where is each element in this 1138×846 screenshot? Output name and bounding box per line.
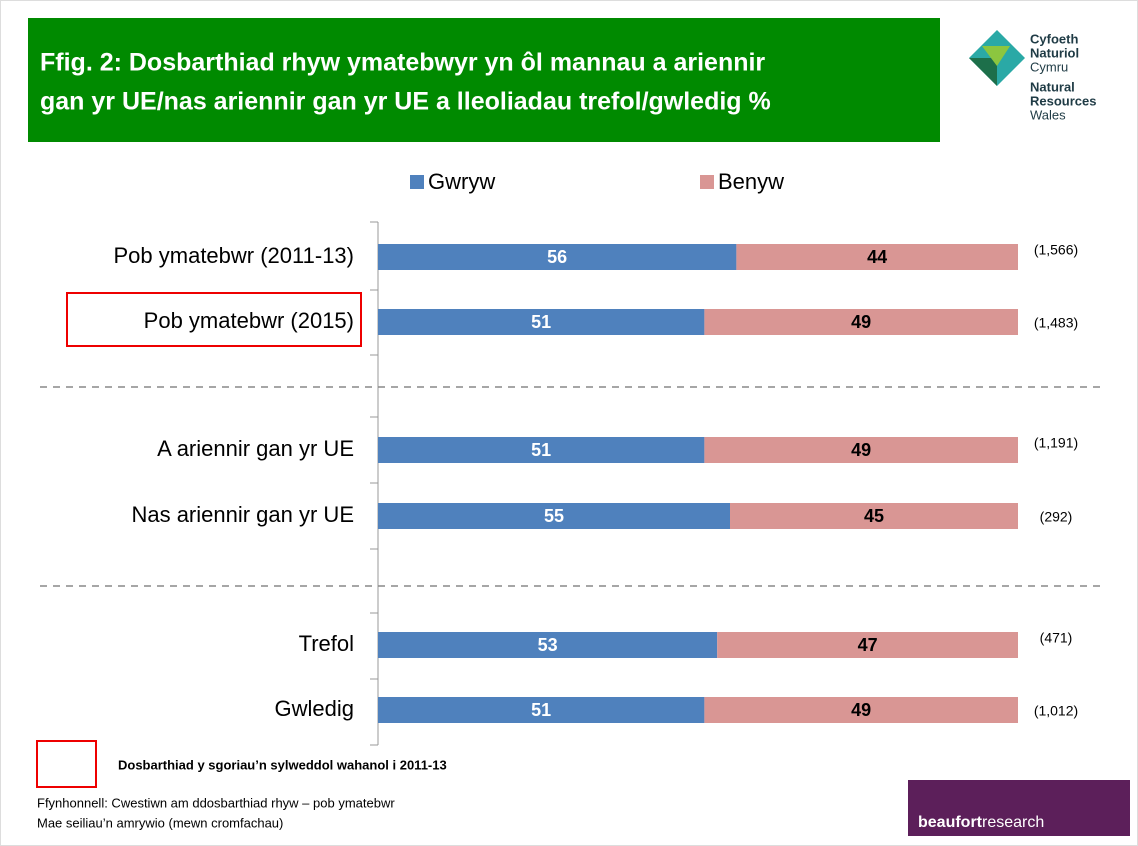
bar-segment (378, 503, 730, 529)
logo-mark (969, 58, 997, 86)
y-tick-label: Trefol (299, 631, 354, 656)
bar-segment (704, 309, 1018, 335)
data-label: 49 (851, 312, 871, 332)
legend-label: Benyw (718, 169, 784, 194)
significance-note: Dosbarthiad y sgoriau’n sylweddol wahano… (118, 757, 447, 772)
base-label: (1,483) (1034, 315, 1078, 331)
footer-logo (908, 780, 1130, 836)
bar-segment (704, 697, 1018, 723)
base-note: Mae seiliau’n amrywio (mewn cromfachau) (37, 815, 283, 830)
data-label: 51 (531, 700, 551, 720)
data-label: 49 (851, 700, 871, 720)
title-box (28, 18, 940, 142)
data-label: 49 (851, 440, 871, 460)
logo-text: Natural (1030, 79, 1075, 94)
footer-logo-rest: research (982, 814, 1044, 831)
bar-segment (730, 503, 1018, 529)
y-tick-label: Pob ymatebwr (2015) (144, 308, 354, 333)
bar-segment (378, 244, 737, 270)
data-label: 56 (547, 247, 567, 267)
data-label: 51 (531, 440, 551, 460)
y-tick-label: Nas ariennir gan yr UE (131, 502, 354, 527)
base-label: (292) (1040, 509, 1073, 525)
logo-text: Cymru (1030, 59, 1068, 74)
bar-segment (378, 632, 718, 658)
bar-segment (704, 437, 1018, 463)
logo: Cyfoeth Naturiol Cymru Natural Resources… (969, 30, 1096, 122)
data-label: 53 (538, 635, 558, 655)
bar-segment (736, 244, 1018, 270)
data-label: 55 (544, 506, 564, 526)
base-label: (1,566) (1034, 242, 1078, 258)
legend-swatch (410, 175, 424, 189)
base-label: (1,191) (1034, 435, 1078, 451)
bar-segment (378, 309, 705, 335)
data-label: 45 (864, 506, 884, 526)
y-tick-label: A ariennir gan yr UE (157, 436, 354, 461)
logo-text: Naturiol (1030, 45, 1079, 60)
chart-title: gan yr UE/nas ariennir gan yr UE a lleol… (40, 88, 771, 116)
data-label: 51 (531, 312, 551, 332)
logo-text: Resources (1030, 93, 1096, 108)
significance-key (36, 740, 97, 788)
logo-text: Cyfoeth (1030, 31, 1078, 46)
base-label: (471) (1040, 630, 1073, 646)
footer-logo-bold: beaufort (918, 814, 983, 831)
chart-title: Ffig. 2: Dosbarthiad rhyw ymatebwyr yn ô… (40, 49, 765, 77)
y-tick-label: Pob ymatebwr (2011-13) (114, 243, 355, 268)
base-label: (1,012) (1034, 703, 1078, 719)
y-tick-label: Gwledig (275, 696, 354, 721)
legend-label: Gwryw (428, 169, 495, 194)
bar-segment (378, 437, 705, 463)
significance-box (66, 292, 362, 347)
data-label: 44 (867, 247, 887, 267)
bar-segment (378, 697, 705, 723)
logo-text: Wales (1030, 107, 1066, 122)
data-label: 47 (858, 635, 878, 655)
source-note: Ffynhonnell: Cwestiwn am ddosbarthiad rh… (37, 795, 395, 810)
footer-logo-text: beaufortresearch (918, 814, 1044, 831)
legend-swatch (700, 175, 714, 189)
bar-segment (717, 632, 1018, 658)
logo-mark (982, 46, 1010, 66)
